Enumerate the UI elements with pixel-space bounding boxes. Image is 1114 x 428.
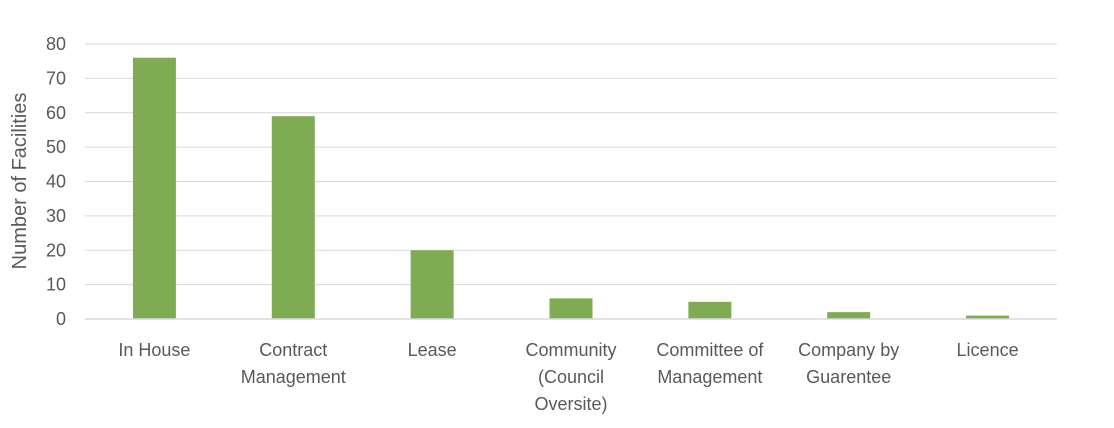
x-category-label: In House [118,340,190,360]
x-category-label-line: Community [525,340,616,360]
x-category-label: Committee of Management [656,340,764,387]
y-tick-label: 60 [46,103,66,123]
bar [132,57,176,319]
x-category-label-line: Company by [798,340,899,360]
y-tick-label: 40 [46,172,66,192]
x-category-label: Company by Guarentee [798,340,899,387]
y-tick-label: 20 [46,240,66,260]
x-category-label-line: Guarentee [806,367,891,387]
y-tick-label: 70 [46,68,66,88]
x-category-label-line: Lease [408,340,457,360]
x-category-label-line: Oversite) [534,394,607,414]
bars [132,57,1010,319]
bar [410,250,454,319]
y-axis-title: Number of Facilities [9,93,31,270]
x-category-label-line: In House [118,340,190,360]
x-category-label: Lease [408,340,457,360]
x-category-label-line: Committee of [656,340,764,360]
bar [271,116,315,319]
y-axis-ticks: 0 10 20 30 40 50 60 70 80 [46,34,66,329]
bar [827,312,871,319]
y-tick-label: 10 [46,275,66,295]
y-tick-label: 0 [56,309,66,329]
x-category-label-line: Contract [259,340,327,360]
x-category-label: Community (Council Oversite) [525,340,616,414]
bar [549,298,593,319]
y-tick-label: 80 [46,34,66,54]
x-category-label-line: Management [241,367,346,387]
x-axis-categories: In House Contract Management Lease Community… [118,340,1018,414]
y-tick-label: 50 [46,137,66,157]
y-tick-label: 30 [46,206,66,226]
x-category-label-line: Management [657,367,762,387]
gridlines [85,43,1057,286]
x-category-label: Licence [957,340,1019,360]
bar [688,301,732,319]
x-category-label: Contract Management [241,340,346,387]
bar [966,315,1010,319]
x-category-label-line: Licence [957,340,1019,360]
x-category-label-line: (Council [538,367,604,387]
